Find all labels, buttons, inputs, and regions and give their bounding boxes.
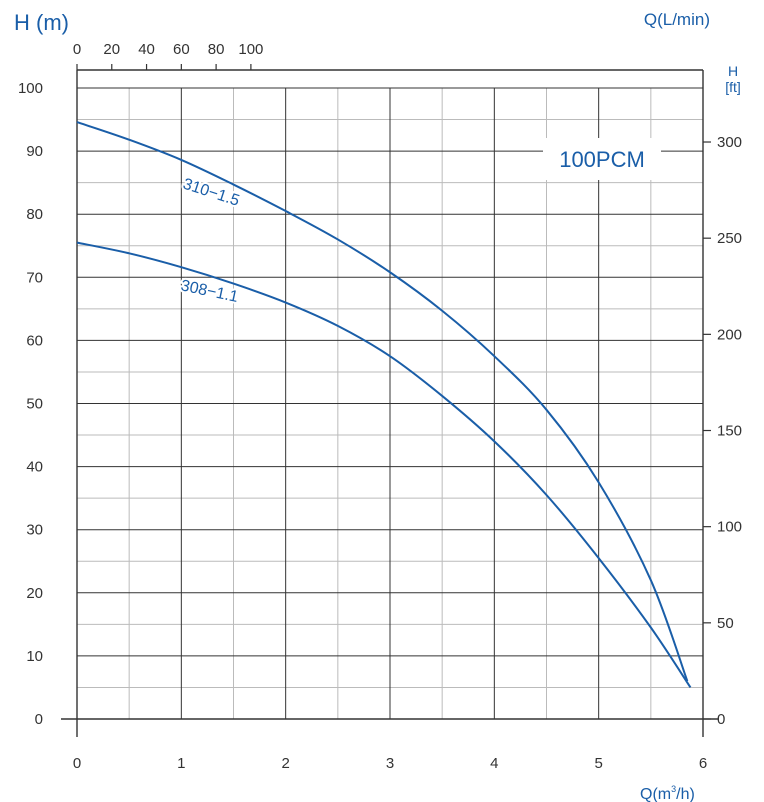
chart-title-box: [543, 138, 661, 180]
right-tick-label: 200: [717, 326, 742, 343]
x-tick-label: 0: [73, 755, 81, 772]
chart-title: 100PCM: [559, 147, 645, 172]
y-tick-label: 40: [26, 459, 43, 476]
right-tick-label: 300: [717, 134, 742, 151]
x-tick-label: 5: [594, 755, 602, 772]
x-axis-title-sup: 3: [671, 784, 676, 794]
x-tick-label: 4: [490, 755, 498, 772]
curve-308-1-1: [76, 241, 692, 689]
x-axis-title-main: Q(m: [640, 786, 671, 802]
y-tick-label: 0: [35, 711, 43, 728]
top-tick-label: 80: [208, 41, 225, 58]
y-tick-label: 70: [26, 269, 43, 286]
x-tick-label: 2: [281, 755, 289, 772]
series-label-308-1-1: 308−1.1: [179, 277, 240, 306]
y-tick-label: 50: [26, 396, 43, 413]
x-axis-title-tail: /h): [676, 786, 695, 802]
curve-310-1-5: [76, 121, 689, 682]
right-tick-label: 250: [717, 230, 742, 247]
top-tick-label: 100: [238, 41, 263, 58]
right-tick-label: 0: [717, 711, 725, 728]
y-tick-label: 10: [26, 648, 43, 665]
top-tick-label: 40: [138, 41, 155, 58]
y-tick-label: 60: [26, 332, 43, 349]
y-tick-label: 30: [26, 522, 43, 539]
x-tick-label: 6: [699, 755, 707, 772]
y-tick-label: 90: [26, 143, 43, 160]
axes: [61, 64, 719, 737]
y-axis-title-left: H (m): [14, 10, 69, 35]
top-tick-label: 60: [173, 41, 190, 58]
right-tick-label: 50: [717, 615, 734, 632]
x-tick-label: 3: [386, 755, 394, 772]
top-tick-label: 0: [73, 41, 81, 58]
y-tick-label: 80: [26, 206, 43, 223]
x-axis-title-bottom: Q(m3/h): [640, 784, 695, 802]
series-label-310-1-5: 310−1.5: [181, 176, 242, 210]
y-axis-title-right-line1: H: [728, 63, 738, 79]
top-tick-label: 20: [103, 41, 120, 58]
y-axis-title-right-line2: [ft]: [725, 79, 741, 95]
x-axis-title-top: Q(L/min): [644, 10, 710, 29]
right-tick-label: 150: [717, 423, 742, 440]
y-tick-label: 100: [18, 80, 43, 97]
x-tick-label: 1: [177, 755, 185, 772]
right-tick-label: 100: [717, 519, 742, 536]
curves: [76, 121, 692, 689]
y-tick-label: 20: [26, 585, 43, 602]
